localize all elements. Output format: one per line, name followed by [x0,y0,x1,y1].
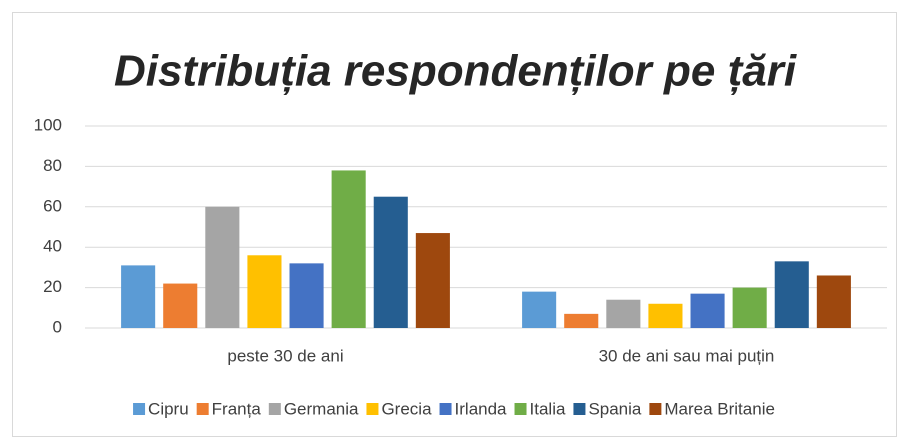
y-tick-label: 100 [34,115,62,134]
y-tick-label: 60 [43,196,62,215]
bar [564,313,599,328]
chart-border [12,12,897,437]
legend-swatch [366,403,379,415]
bar [606,299,641,328]
legend-label: Marea Britanie [664,399,775,418]
bar [373,196,408,328]
legend-swatch [133,403,146,415]
y-tick-label: 0 [53,317,62,336]
bar [774,261,809,328]
legend-swatch [196,403,209,415]
legend-label: Italia [530,399,566,418]
bar [331,170,366,328]
bar [121,265,156,328]
legend-swatch [649,403,662,415]
bar [163,283,198,328]
x-tick-label: peste 30 de ani [227,346,343,365]
bar [732,287,767,328]
legend-label: Spania [588,399,641,418]
legend-label: Germania [284,399,359,418]
bar [648,303,683,328]
legend-label: Cipru [148,399,189,418]
y-tick-label: 80 [43,156,62,175]
bar [415,233,450,328]
legend-swatch [573,403,586,415]
legend-label: Grecia [381,399,432,418]
bar [816,275,851,328]
legend-label: Irlanda [455,399,508,418]
legend-swatch [514,403,527,415]
bar [522,291,557,328]
x-tick-label: 30 de ani sau mai puțin [599,346,775,365]
bar [247,255,282,328]
y-tick-label: 20 [43,277,62,296]
chart-title: Distribuția respondenților pe țări [114,47,797,96]
legend-swatch [439,403,452,415]
bar [205,206,240,328]
legend-swatch [268,403,281,415]
bar [289,263,324,328]
legend-label: Franța [212,399,262,418]
bar [690,293,725,328]
y-tick-label: 40 [43,237,62,256]
